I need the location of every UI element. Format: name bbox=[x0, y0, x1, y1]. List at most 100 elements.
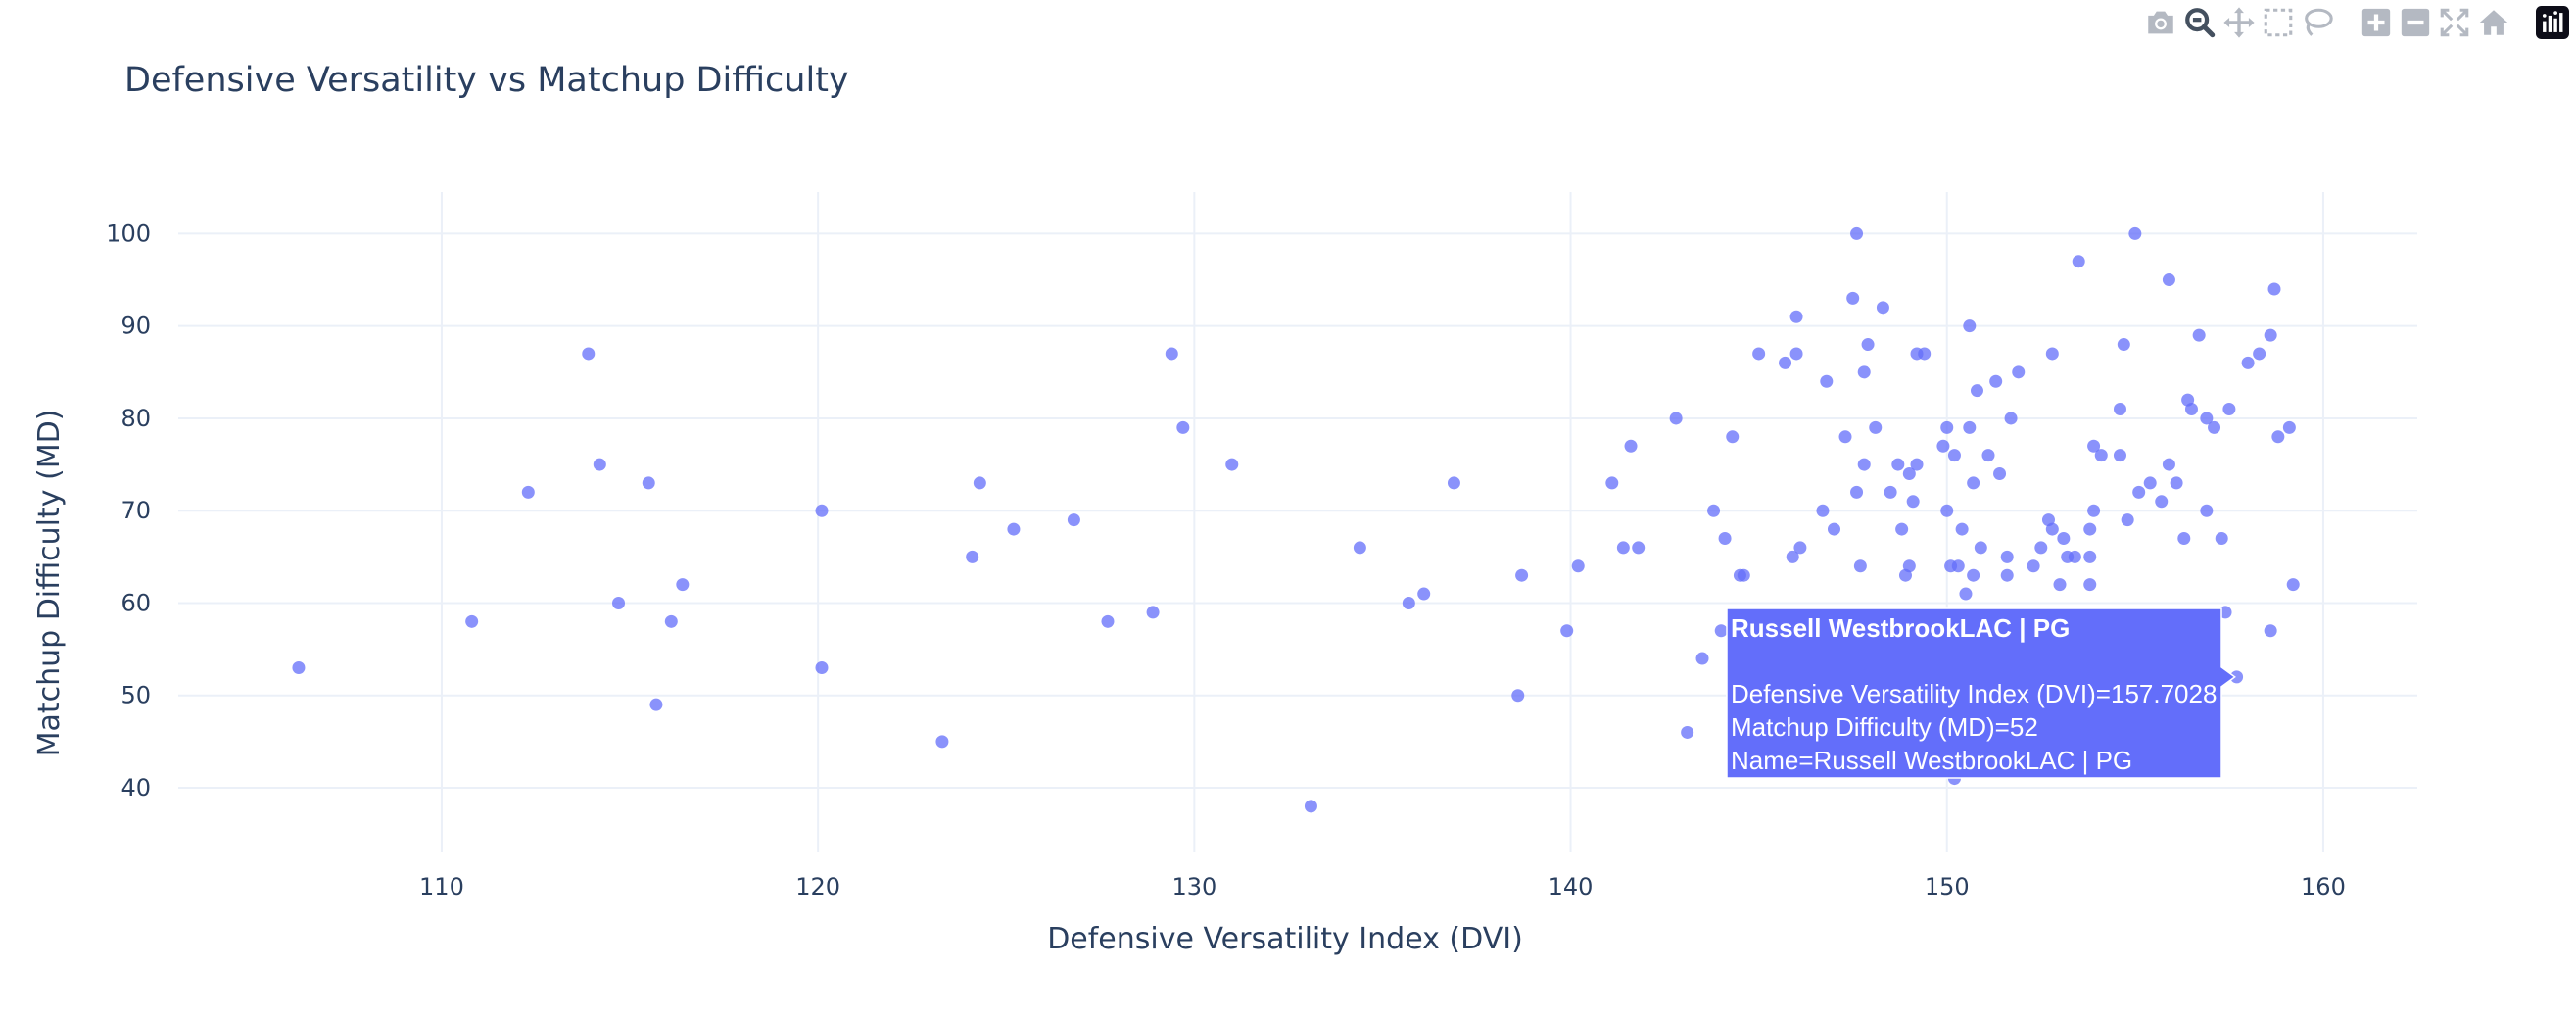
data-point[interactable] bbox=[1846, 291, 1860, 305]
data-point[interactable] bbox=[593, 458, 606, 471]
lasso-select-icon[interactable] bbox=[2298, 3, 2337, 42]
data-point[interactable] bbox=[2121, 513, 2134, 527]
data-point[interactable] bbox=[1967, 568, 1980, 582]
data-point[interactable] bbox=[1967, 476, 1980, 490]
data-point[interactable] bbox=[2286, 578, 2300, 592]
data-point[interactable] bbox=[1869, 420, 1883, 434]
data-point[interactable] bbox=[1895, 522, 1909, 536]
data-point[interactable] bbox=[1571, 559, 1585, 573]
data-point[interactable] bbox=[1737, 568, 1750, 582]
data-point[interactable] bbox=[1902, 467, 1916, 481]
data-point[interactable] bbox=[2087, 439, 2101, 453]
data-point[interactable] bbox=[2253, 347, 2266, 361]
data-point[interactable] bbox=[1165, 347, 1178, 361]
data-point[interactable] bbox=[1681, 725, 1694, 739]
data-point[interactable] bbox=[1853, 559, 1867, 573]
data-point[interactable] bbox=[2072, 255, 2085, 268]
data-point[interactable] bbox=[1447, 476, 1460, 490]
zoom-out-icon[interactable] bbox=[2396, 3, 2435, 42]
data-point[interactable] bbox=[2000, 568, 2014, 582]
data-point[interactable] bbox=[1955, 522, 1969, 536]
data-point[interactable] bbox=[1816, 504, 1830, 517]
data-point[interactable] bbox=[1417, 587, 1431, 601]
data-point[interactable] bbox=[2267, 282, 2281, 296]
data-point[interactable] bbox=[1669, 412, 1683, 425]
data-point[interactable] bbox=[2282, 420, 2296, 434]
data-point[interactable] bbox=[2132, 485, 2146, 499]
data-point[interactable] bbox=[582, 347, 596, 361]
data-point[interactable] bbox=[2004, 412, 2018, 425]
data-point[interactable] bbox=[1101, 614, 1115, 628]
data-point[interactable] bbox=[2012, 365, 2026, 379]
data-point[interactable] bbox=[2264, 328, 2277, 342]
data-point[interactable] bbox=[1714, 624, 1728, 638]
data-point[interactable] bbox=[2034, 541, 2048, 555]
data-point[interactable] bbox=[1906, 495, 1920, 509]
data-point[interactable] bbox=[1820, 374, 1834, 388]
data-point[interactable] bbox=[935, 735, 949, 749]
data-point[interactable] bbox=[1989, 374, 2003, 388]
zoom-icon[interactable] bbox=[2180, 3, 2219, 42]
data-point[interactable] bbox=[642, 476, 655, 490]
data-point[interactable] bbox=[1605, 476, 1619, 490]
home-icon[interactable] bbox=[2474, 3, 2513, 42]
data-point[interactable] bbox=[2155, 495, 2169, 509]
data-point[interactable] bbox=[1176, 420, 1190, 434]
data-point[interactable] bbox=[2177, 531, 2191, 545]
data-point[interactable] bbox=[1779, 356, 1792, 369]
data-point[interactable] bbox=[2083, 578, 2097, 592]
data-point[interactable] bbox=[1970, 384, 1983, 398]
plotly-logo-icon[interactable] bbox=[2533, 3, 2572, 42]
data-point[interactable] bbox=[2230, 670, 2244, 684]
data-point[interactable] bbox=[2271, 430, 2285, 444]
data-point[interactable] bbox=[2208, 420, 2221, 434]
data-point[interactable] bbox=[1786, 550, 1799, 563]
box-select-icon[interactable] bbox=[2259, 3, 2298, 42]
data-point[interactable] bbox=[2083, 550, 2097, 563]
data-point[interactable] bbox=[2068, 550, 2081, 563]
data-point[interactable] bbox=[1632, 541, 1646, 555]
data-point[interactable] bbox=[1560, 624, 1574, 638]
data-point[interactable] bbox=[2184, 403, 2198, 416]
data-point[interactable] bbox=[2045, 522, 2059, 536]
data-point[interactable] bbox=[1511, 689, 1525, 703]
camera-icon[interactable] bbox=[2141, 3, 2180, 42]
data-point[interactable] bbox=[2200, 412, 2214, 425]
data-point[interactable] bbox=[2200, 504, 2214, 517]
data-point[interactable] bbox=[1793, 541, 1807, 555]
data-point[interactable] bbox=[292, 660, 306, 674]
data-point[interactable] bbox=[2162, 458, 2175, 471]
data-point[interactable] bbox=[2057, 531, 2071, 545]
data-point[interactable] bbox=[2087, 504, 2101, 517]
data-point[interactable] bbox=[664, 614, 678, 628]
data-point[interactable] bbox=[1963, 420, 1977, 434]
data-point[interactable] bbox=[1695, 652, 1709, 665]
data-point[interactable] bbox=[1718, 531, 1732, 545]
data-point[interactable] bbox=[1918, 347, 1932, 361]
data-point[interactable] bbox=[1146, 606, 1160, 619]
data-point[interactable] bbox=[676, 578, 690, 592]
data-point[interactable] bbox=[1515, 568, 1529, 582]
data-point[interactable] bbox=[2264, 624, 2277, 638]
data-point[interactable] bbox=[1726, 430, 1740, 444]
data-point[interactable] bbox=[1304, 800, 1317, 813]
data-point[interactable] bbox=[2192, 328, 2206, 342]
data-point[interactable] bbox=[1624, 439, 1638, 453]
data-point[interactable] bbox=[1940, 504, 1954, 517]
data-point[interactable] bbox=[1857, 458, 1871, 471]
data-point[interactable] bbox=[2128, 226, 2142, 240]
data-point[interactable] bbox=[2027, 559, 2040, 573]
data-point[interactable] bbox=[2222, 403, 2236, 416]
data-point[interactable] bbox=[2045, 347, 2059, 361]
data-point[interactable] bbox=[612, 596, 626, 609]
data-point[interactable] bbox=[815, 660, 829, 674]
data-point[interactable] bbox=[521, 485, 535, 499]
data-point[interactable] bbox=[1752, 347, 1766, 361]
data-point[interactable] bbox=[1974, 541, 1987, 555]
data-point[interactable] bbox=[1951, 559, 1965, 573]
data-point[interactable] bbox=[2170, 476, 2183, 490]
data-point[interactable] bbox=[1850, 226, 1864, 240]
data-point[interactable] bbox=[1981, 449, 1995, 462]
data-point[interactable] bbox=[1067, 513, 1080, 527]
pan-icon[interactable] bbox=[2219, 3, 2259, 42]
